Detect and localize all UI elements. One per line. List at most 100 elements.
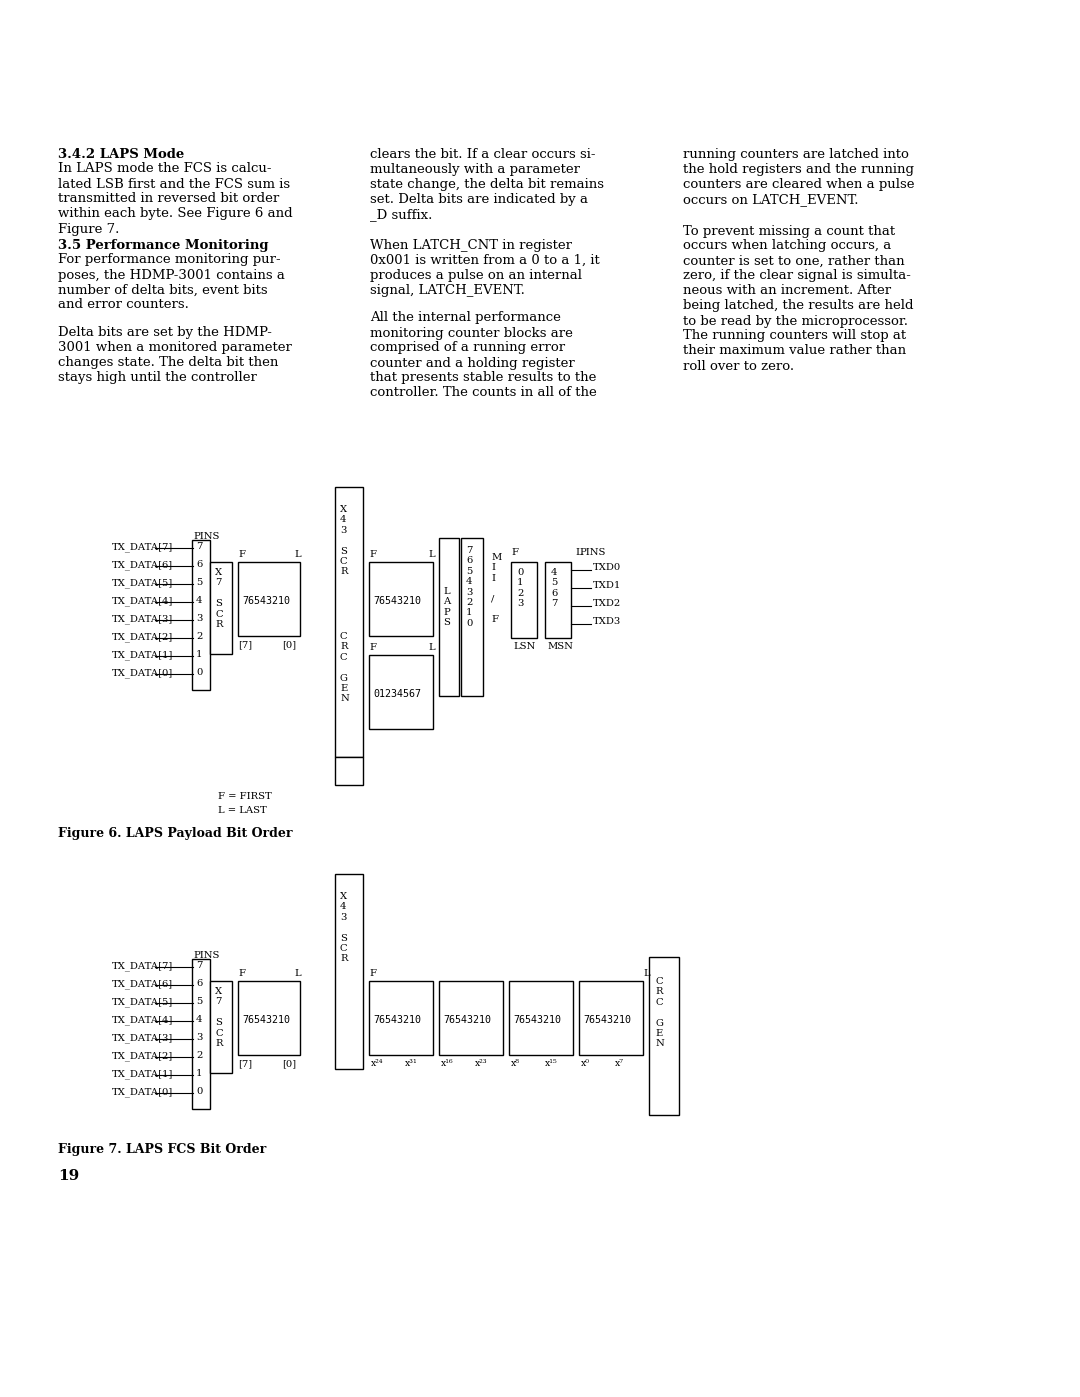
Text: C
R
C
 
G
E
N: C R C G E N [654, 977, 664, 1048]
Text: TXD3: TXD3 [593, 617, 621, 626]
Bar [369, 655, 433, 729]
Text: M
I
I
 
/
 
F: M I I / F [491, 553, 501, 624]
Text: TXD1: TXD1 [593, 581, 621, 590]
Text: LSN: LSN [513, 643, 536, 651]
Text: clears the bit. If a clear occurs si-
multaneously with a parameter
state change: clears the bit. If a clear occurs si- mu… [370, 148, 604, 221]
Text: x²³: x²³ [475, 1059, 488, 1067]
Text: C
R
C
 
G
E
N: C R C G E N [340, 631, 349, 704]
Bar [335, 875, 363, 1069]
Text: TX_DATA[6]: TX_DATA[6] [112, 979, 173, 989]
Text: L: L [575, 548, 582, 557]
Text: 4: 4 [195, 597, 203, 605]
Text: TXD0: TXD0 [593, 563, 621, 571]
Text: TX_DATA[4]: TX_DATA[4] [112, 1016, 174, 1024]
Text: 76543210: 76543210 [373, 1016, 421, 1025]
Text: TX_DATA[5]: TX_DATA[5] [112, 997, 173, 1007]
Text: 2: 2 [195, 1051, 202, 1060]
Text: TX_DATA[0]: TX_DATA[0] [112, 1087, 173, 1097]
Text: All the internal performance
monitoring counter blocks are
comprised of a runnin: All the internal performance monitoring … [370, 312, 597, 400]
Text: x⁸: x⁸ [511, 1059, 519, 1067]
Text: MSN: MSN [546, 643, 572, 651]
Text: 01234567: 01234567 [373, 689, 421, 698]
Text: 19: 19 [58, 1169, 79, 1183]
Text: 76543210: 76543210 [513, 1016, 561, 1025]
Text: 3.4.2 LAPS Mode: 3.4.2 LAPS Mode [58, 148, 185, 161]
Text: 1: 1 [195, 1069, 203, 1078]
Text: F: F [238, 550, 245, 559]
Text: F: F [511, 548, 518, 557]
Bar [461, 538, 483, 696]
Text: L: L [428, 643, 434, 652]
Text: L
A
P
S: L A P S [443, 587, 450, 627]
Text: 76543210: 76543210 [242, 597, 291, 606]
Bar [210, 562, 232, 654]
Text: 6: 6 [195, 560, 202, 569]
Text: F: F [238, 970, 245, 978]
Text: x¹⁶: x¹⁶ [441, 1059, 454, 1067]
Text: TX_DATA[2]: TX_DATA[2] [112, 631, 173, 641]
Text: L: L [294, 550, 300, 559]
Text: F = FIRST: F = FIRST [218, 792, 272, 800]
Text: 7
6
5
4
3
2
1
0: 7 6 5 4 3 2 1 0 [465, 546, 473, 627]
Text: F: F [369, 550, 376, 559]
Text: TX_DATA[7]: TX_DATA[7] [112, 961, 173, 971]
Bar [192, 541, 210, 690]
Text: 7: 7 [195, 542, 202, 550]
Bar [210, 981, 232, 1073]
Text: x¹⁵: x¹⁵ [545, 1059, 557, 1067]
Text: Figure 6. LAPS Payload Bit Order: Figure 6. LAPS Payload Bit Order [58, 827, 293, 840]
Text: 3: 3 [195, 615, 202, 623]
Text: 4: 4 [195, 1016, 203, 1024]
Text: 76543210: 76543210 [373, 597, 421, 606]
Text: TXD2: TXD2 [593, 599, 621, 608]
Text: [7]: [7] [238, 1059, 252, 1067]
Text: x³¹: x³¹ [405, 1059, 418, 1067]
Text: 7: 7 [195, 961, 202, 970]
Bar [192, 958, 210, 1109]
Text: 3: 3 [195, 1032, 202, 1042]
Text: 76543210: 76543210 [443, 1016, 491, 1025]
Text: 5: 5 [195, 997, 202, 1006]
Bar [335, 488, 363, 757]
Bar [438, 538, 459, 696]
Text: 0
1
2
3: 0 1 2 3 [517, 569, 524, 608]
Bar [335, 757, 363, 785]
Text: To prevent missing a count that
occurs when latching occurs, a
counter is set to: To prevent missing a count that occurs w… [683, 225, 914, 373]
Text: F: F [369, 643, 376, 652]
Text: 1: 1 [195, 650, 203, 659]
Text: In LAPS mode the FCS is calcu-
lated LSB first and the FCS sum is
transmitted in: In LAPS mode the FCS is calcu- lated LSB… [58, 162, 293, 236]
Text: 0: 0 [195, 1087, 202, 1097]
Text: X
7
 
S
C
R: X 7 S C R [215, 569, 222, 629]
Text: PINS: PINS [193, 951, 219, 960]
Text: X
7
 
S
C
R: X 7 S C R [215, 988, 222, 1048]
Text: Figure 7. LAPS FCS Bit Order: Figure 7. LAPS FCS Bit Order [58, 1143, 267, 1155]
Text: TX_DATA[3]: TX_DATA[3] [112, 615, 173, 623]
Text: x⁷: x⁷ [615, 1059, 624, 1067]
Text: F: F [369, 970, 376, 978]
Bar [579, 981, 643, 1055]
Text: 0: 0 [195, 668, 202, 678]
Text: 6: 6 [195, 979, 202, 988]
Bar [509, 981, 573, 1055]
Text: TX_DATA[5]: TX_DATA[5] [112, 578, 173, 588]
Text: L = LAST: L = LAST [218, 806, 267, 814]
Text: For performance monitoring pur-
poses, the HDMP-3001 contains a
number of delta : For performance monitoring pur- poses, t… [58, 253, 285, 312]
Text: TX_DATA[6]: TX_DATA[6] [112, 560, 173, 570]
Text: x⁰: x⁰ [581, 1059, 590, 1067]
Text: PINS: PINS [193, 532, 219, 541]
Bar [649, 957, 679, 1115]
Text: x²⁴: x²⁴ [372, 1059, 383, 1067]
Text: [0]: [0] [282, 640, 296, 650]
Text: TX_DATA[7]: TX_DATA[7] [112, 542, 173, 552]
Text: TX_DATA[3]: TX_DATA[3] [112, 1032, 173, 1042]
Text: [7]: [7] [238, 640, 252, 650]
Text: 3.5 Performance Monitoring: 3.5 Performance Monitoring [58, 239, 269, 251]
Bar [438, 981, 503, 1055]
Bar [238, 981, 300, 1055]
Text: PINS: PINS [579, 548, 606, 557]
Text: TX_DATA[2]: TX_DATA[2] [112, 1051, 173, 1060]
Text: running counters are latched into
the hold registers and the running
counters ar: running counters are latched into the ho… [683, 148, 915, 205]
Bar [545, 562, 571, 638]
Text: L: L [294, 970, 300, 978]
Text: [0]: [0] [282, 1059, 296, 1067]
